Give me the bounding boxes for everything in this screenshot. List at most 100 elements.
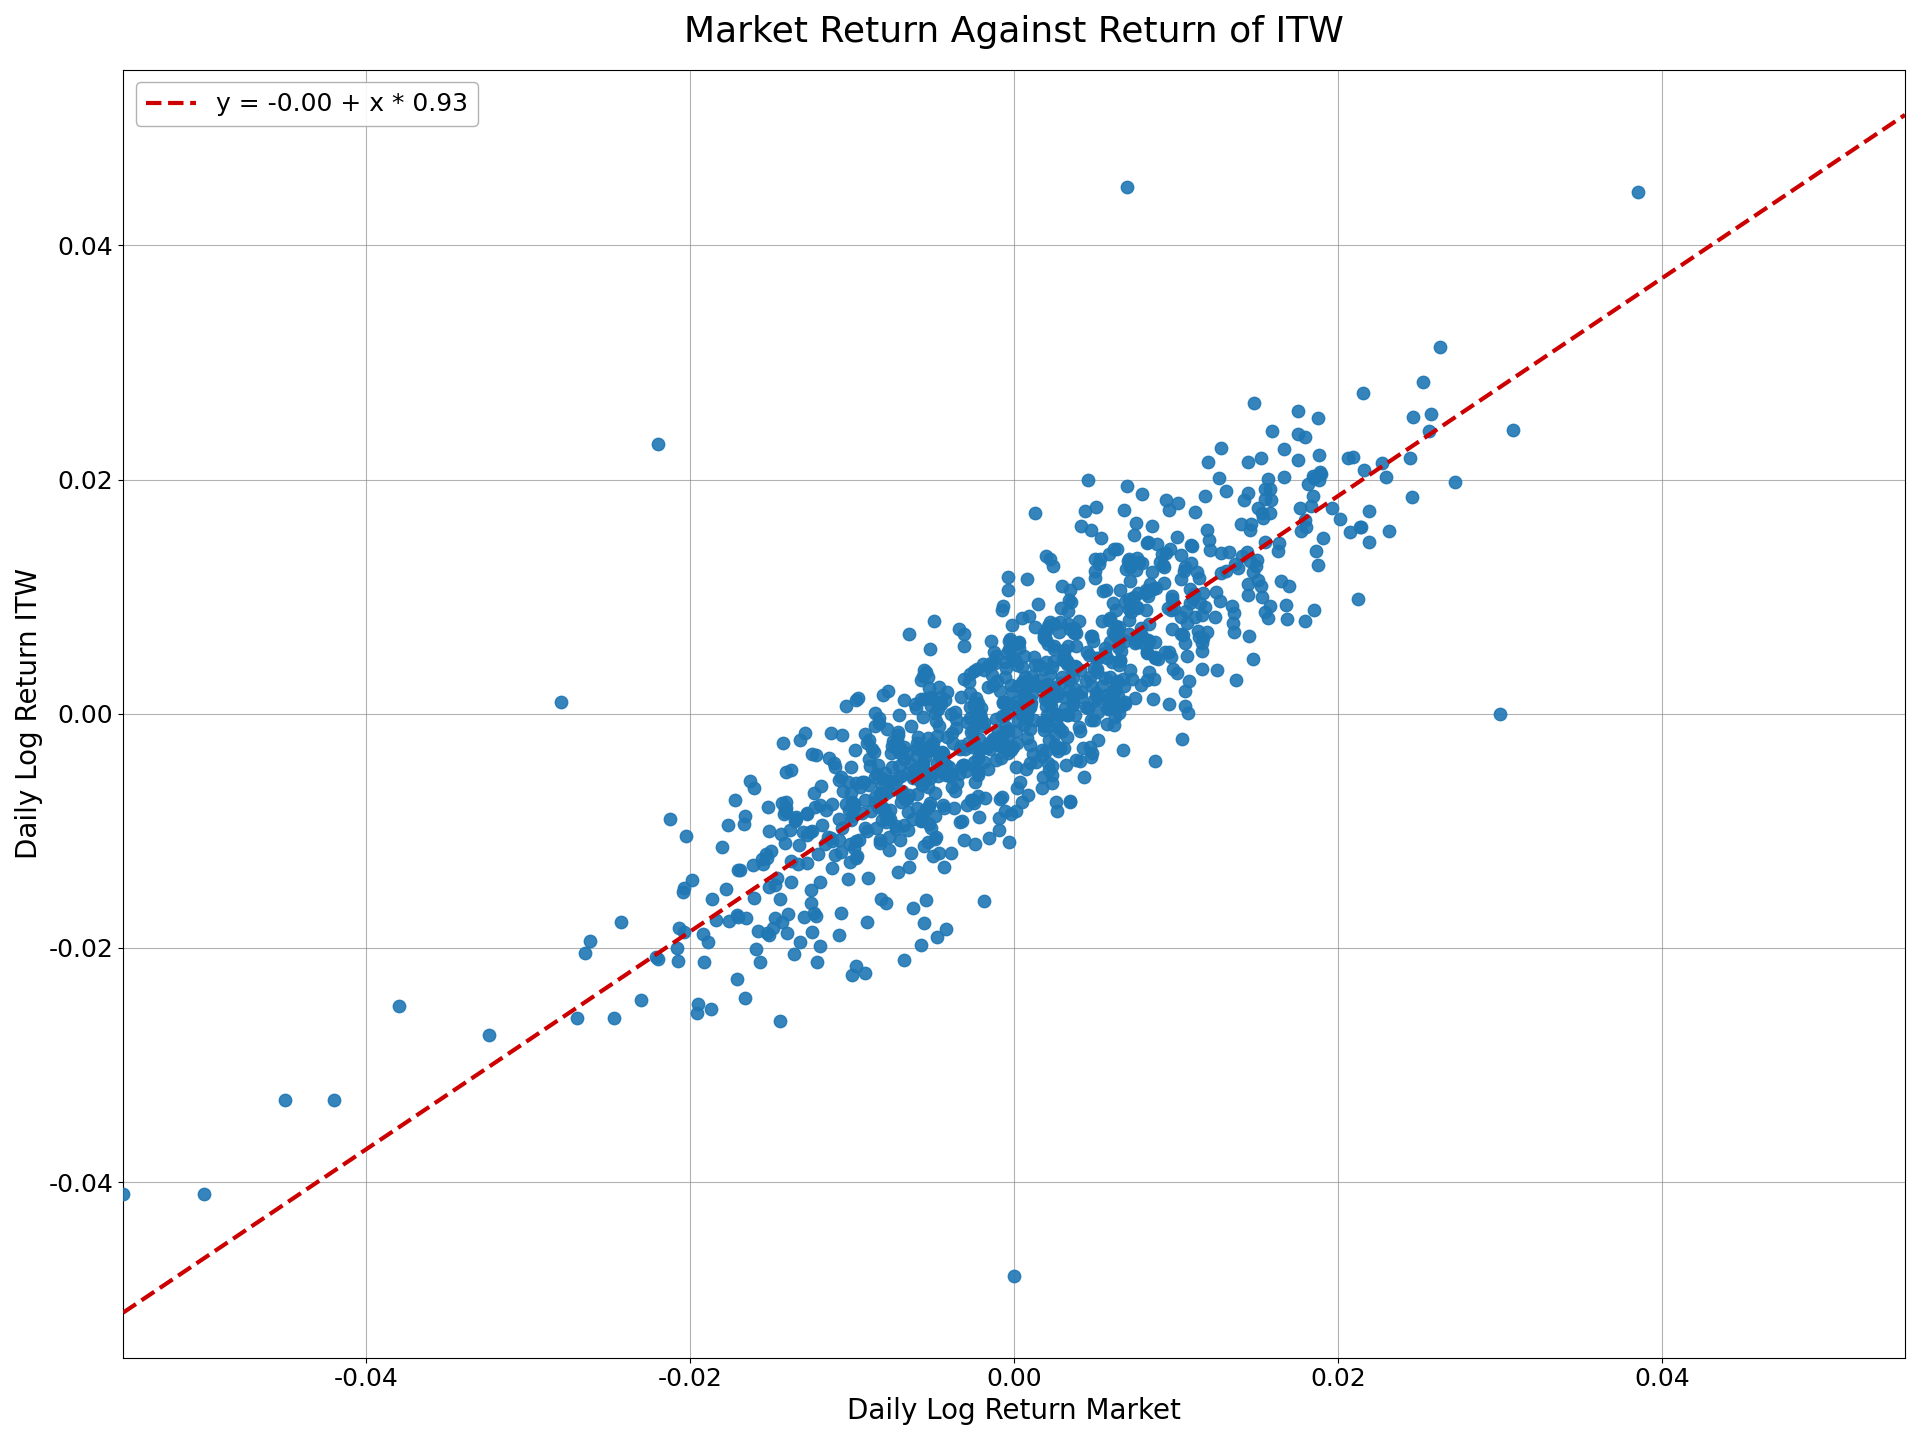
Point (876, 772, 906, 795)
Point (920, 804, 950, 827)
Point (1248, 507, 1279, 530)
Point (987, 691, 1018, 714)
Point (996, 739, 1027, 762)
Point (474, 1024, 505, 1047)
Point (883, 704, 914, 727)
Point (849, 960, 879, 984)
Point (1096, 683, 1127, 706)
Point (864, 782, 895, 805)
Point (1100, 678, 1131, 701)
Point (916, 766, 947, 789)
Point (914, 812, 945, 835)
Point (1121, 559, 1152, 582)
Point (885, 736, 916, 759)
Point (1006, 703, 1037, 726)
Point (1075, 734, 1106, 757)
Point (910, 796, 941, 819)
Point (780, 806, 810, 829)
Point (893, 801, 924, 824)
Point (1060, 704, 1091, 727)
Point (989, 704, 1020, 727)
Point (1238, 560, 1269, 583)
Point (1273, 575, 1304, 598)
Point (856, 799, 887, 822)
Point (770, 801, 801, 824)
Point (1265, 569, 1296, 592)
Point (1029, 714, 1060, 737)
Point (908, 706, 939, 729)
Point (1250, 530, 1281, 553)
Point (1091, 713, 1121, 736)
Point (739, 886, 770, 909)
Point (1158, 598, 1188, 621)
Point (1046, 665, 1077, 688)
Point (993, 566, 1023, 589)
Point (695, 998, 726, 1021)
Point (824, 808, 854, 831)
Point (812, 825, 843, 848)
Point (1048, 639, 1079, 662)
Point (828, 779, 858, 802)
Point (945, 737, 975, 760)
Point (758, 873, 789, 896)
Point (1083, 661, 1114, 684)
Point (1058, 693, 1089, 716)
Point (751, 842, 781, 865)
Point (768, 802, 799, 825)
Point (1188, 626, 1219, 649)
Point (1014, 733, 1044, 756)
Point (1206, 436, 1236, 459)
Point (870, 762, 900, 785)
Point (1006, 655, 1037, 678)
Point (852, 819, 883, 842)
Point (1004, 631, 1035, 654)
Point (1046, 672, 1077, 696)
Point (1273, 608, 1304, 631)
Point (1052, 652, 1083, 675)
Point (1233, 583, 1263, 606)
Point (1140, 647, 1171, 670)
Point (987, 723, 1018, 746)
Point (737, 854, 768, 877)
Point (1246, 575, 1277, 598)
Point (1165, 543, 1196, 566)
Point (1396, 485, 1427, 508)
Point (968, 714, 998, 737)
Point (1062, 622, 1092, 645)
Point (1014, 605, 1044, 628)
Point (1098, 537, 1129, 560)
Point (852, 729, 883, 752)
Point (816, 829, 847, 852)
Point (1010, 757, 1041, 780)
Point (1140, 631, 1171, 654)
Point (1169, 694, 1200, 717)
Point (1142, 533, 1173, 556)
Point (1052, 635, 1083, 658)
Point (1210, 480, 1240, 503)
Point (1217, 612, 1248, 635)
Point (995, 628, 1025, 651)
Point (904, 809, 935, 832)
Point (670, 825, 701, 848)
Point (1014, 696, 1044, 719)
Point (912, 829, 943, 852)
Point (1169, 559, 1200, 582)
Point (1071, 641, 1102, 664)
Point (985, 680, 1016, 703)
Point (912, 727, 943, 750)
Point (1008, 713, 1039, 736)
Point (1133, 661, 1164, 684)
Point (1283, 448, 1313, 471)
Point (1087, 526, 1117, 549)
Point (570, 942, 601, 965)
Point (931, 726, 962, 749)
Point (768, 912, 799, 935)
Point (724, 858, 755, 881)
Point (1060, 678, 1091, 701)
Point (874, 680, 904, 703)
Point (1204, 589, 1235, 612)
Point (939, 732, 970, 755)
Point (791, 802, 822, 825)
Point (954, 720, 985, 743)
Point (964, 739, 995, 762)
